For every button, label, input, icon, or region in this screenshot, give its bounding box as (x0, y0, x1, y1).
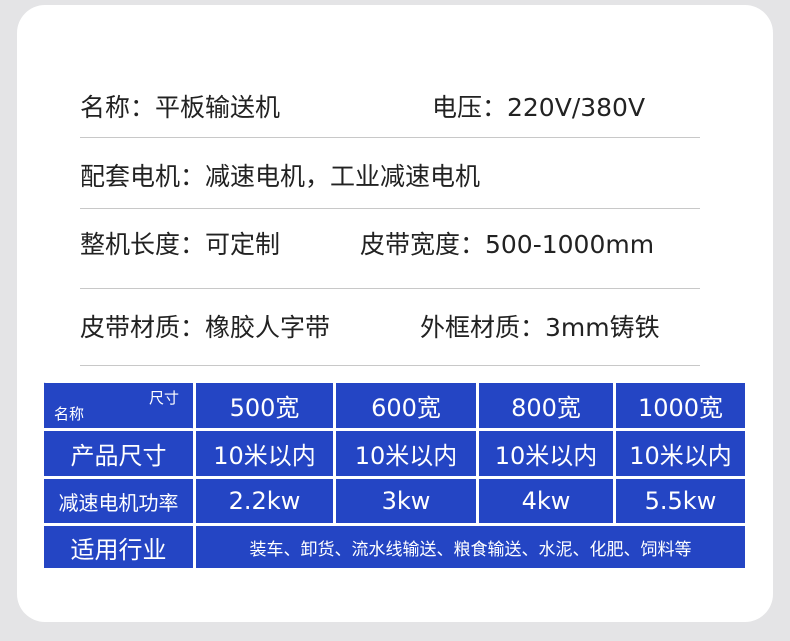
corner-top: 尺寸 (149, 389, 180, 407)
column-header: 1000宽 (616, 383, 745, 428)
cell: 3kw (336, 479, 476, 523)
separator (80, 288, 700, 289)
cell: 10米以内 (479, 431, 613, 476)
cell: 5.5kw (616, 479, 745, 523)
separator (80, 208, 700, 209)
row-label: 产品尺寸 (44, 431, 193, 476)
spec-text: 皮带材质：橡胶人字带 (80, 313, 331, 342)
cell: 2.2kw (196, 479, 333, 523)
separator (80, 365, 700, 366)
column-header: 800宽 (479, 383, 613, 428)
spec-text: 电压：220V/380V (432, 93, 646, 122)
spec-text: 外框材质：3mm铸铁 (420, 313, 660, 342)
column-header: 500宽 (196, 383, 333, 428)
corner-bottom: 名称 (54, 405, 85, 423)
spec-text: 配套电机：减速电机，工业减速电机 (80, 162, 481, 191)
cell: 10米以内 (616, 431, 745, 476)
cell: 4kw (479, 479, 613, 523)
corner-cell (44, 383, 193, 428)
spec-text: 皮带宽度：500-1000mm (360, 230, 655, 259)
row-label: 减速电机功率 (44, 479, 193, 523)
column-header: 600宽 (336, 383, 476, 428)
separator (80, 137, 700, 138)
row-label: 适用行业 (44, 526, 193, 568)
cell: 10米以内 (196, 431, 333, 476)
cell: 10米以内 (336, 431, 476, 476)
cell: 装车、卸货、流水线输送、粮食输送、水泥、化肥、饲料等 (196, 526, 745, 568)
spec-text: 整机长度：可定制 (80, 230, 281, 259)
spec-text: 名称：平板输送机 (80, 93, 281, 122)
